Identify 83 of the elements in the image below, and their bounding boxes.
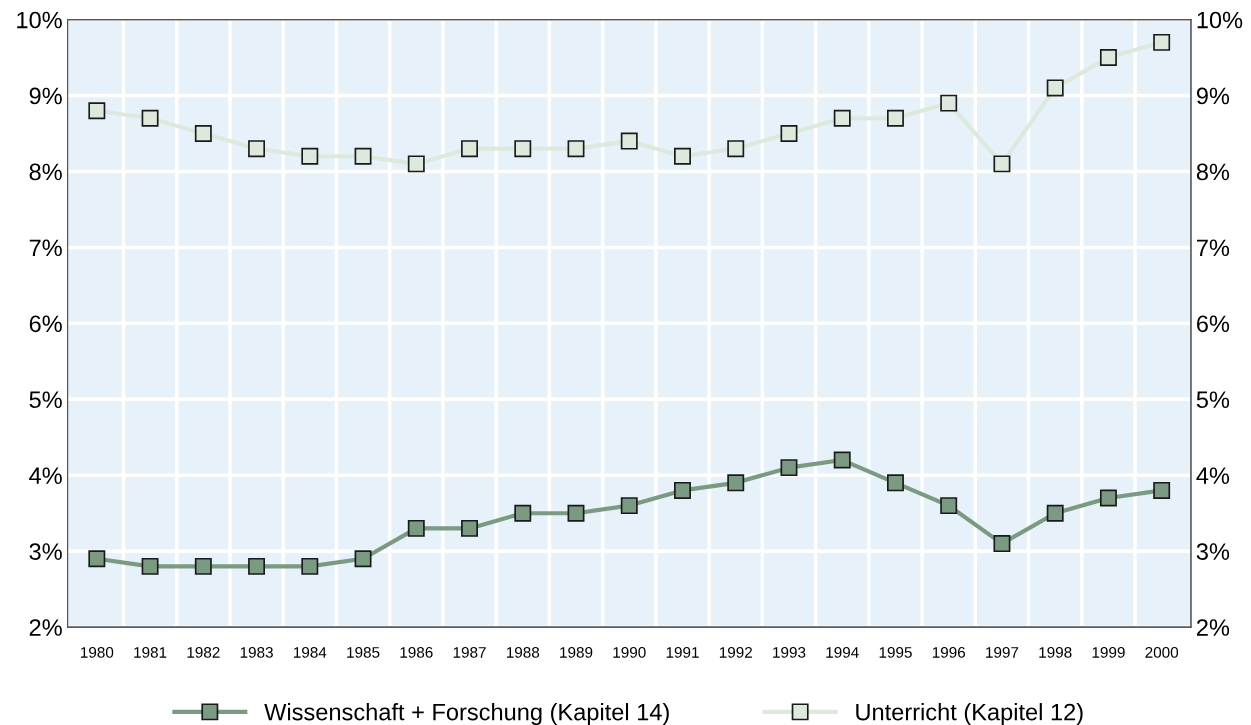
x-tick-label: 1997: [986, 646, 1019, 658]
legend-label: Wissenschaft + Forschung (Kapitel 14): [264, 703, 669, 725]
point: [727, 140, 745, 158]
y-tick-label: 2%: [29, 619, 62, 636]
x-tick-label: 1992: [719, 646, 752, 658]
x-tick-label: 1990: [613, 646, 646, 658]
point: [461, 519, 479, 537]
point: [1046, 504, 1064, 522]
point: [354, 550, 372, 568]
x-tick-label: 1982: [187, 646, 220, 658]
point: [567, 504, 585, 522]
point: [88, 102, 106, 120]
point: [354, 147, 372, 165]
legend-label: Unterricht (Kapitel 12): [856, 703, 1083, 725]
x-tick-label: 1994: [826, 646, 859, 658]
y2-tick-label: 2%: [1197, 619, 1230, 636]
point: [407, 155, 425, 173]
point: [940, 94, 958, 112]
x-tick-label: 1985: [347, 646, 380, 658]
point: [1046, 79, 1064, 97]
y2-tick-label: 10%: [1197, 11, 1243, 29]
point: [194, 125, 212, 142]
x-tick-label: 1983: [240, 646, 273, 658]
point: [940, 497, 958, 515]
x-tick-label: 1987: [453, 646, 486, 658]
point: [833, 451, 851, 469]
x-tick-label: 1991: [666, 646, 699, 658]
point: [407, 519, 425, 537]
x-tick-label: 1986: [400, 646, 433, 658]
point: [993, 535, 1011, 553]
point: [1099, 49, 1117, 67]
point: [1099, 489, 1117, 507]
point: [886, 109, 904, 127]
x-tick-label: 1988: [506, 646, 540, 658]
x-tick-label: 1999: [1092, 646, 1125, 658]
point: [620, 132, 638, 150]
point: [886, 474, 904, 492]
x-tick-label: 1984: [293, 646, 327, 658]
point: [674, 147, 691, 165]
point: [514, 140, 532, 158]
y-tick-label: 5%: [29, 391, 62, 409]
point: [1153, 481, 1171, 499]
point: [461, 140, 479, 158]
x-tick-label: 1989: [560, 646, 593, 658]
point: [993, 155, 1011, 173]
y-tick-label: 3%: [29, 543, 62, 560]
point: [301, 557, 319, 575]
y2-tick-label: 7%: [1197, 239, 1230, 257]
y2-tick-label: 4%: [1196, 467, 1230, 484]
point: [248, 557, 266, 575]
y-tick-label: 4%: [29, 467, 62, 484]
point: [248, 140, 266, 158]
point: [514, 504, 532, 522]
x-tick-label: 1995: [879, 646, 912, 658]
y-tick-label: 6%: [29, 315, 62, 333]
y2-tick-label: 8%: [1196, 163, 1230, 181]
x-tick-label: 1998: [1039, 646, 1072, 658]
y-tick-label: 10%: [17, 11, 62, 29]
point: [141, 557, 159, 575]
point: [780, 459, 798, 477]
point: [833, 109, 851, 127]
point: [301, 147, 319, 165]
x-tick-label: 2000: [1145, 646, 1179, 658]
point: [88, 550, 106, 568]
x-tick-label: 1981: [134, 646, 167, 658]
point: [141, 109, 159, 127]
point: [1153, 33, 1171, 51]
y-tick-label: 7%: [29, 239, 62, 257]
point: [620, 497, 638, 515]
point: [727, 474, 745, 492]
point: [194, 557, 212, 575]
y2-tick-label: 6%: [1197, 315, 1230, 333]
y2-tick-label: 5%: [1196, 391, 1230, 409]
y2-tick-label: 9%: [1196, 87, 1230, 105]
y-tick-label: 8%: [29, 163, 62, 181]
x-tick-label: 1993: [773, 646, 806, 658]
x-tick-label: 1980: [81, 646, 114, 658]
point: [780, 125, 798, 142]
point: [674, 481, 691, 499]
y-tick-label: 9%: [29, 87, 62, 105]
point: [567, 140, 585, 158]
x-tick-label: 1996: [932, 646, 966, 658]
y2-tick-label: 3%: [1196, 543, 1230, 560]
